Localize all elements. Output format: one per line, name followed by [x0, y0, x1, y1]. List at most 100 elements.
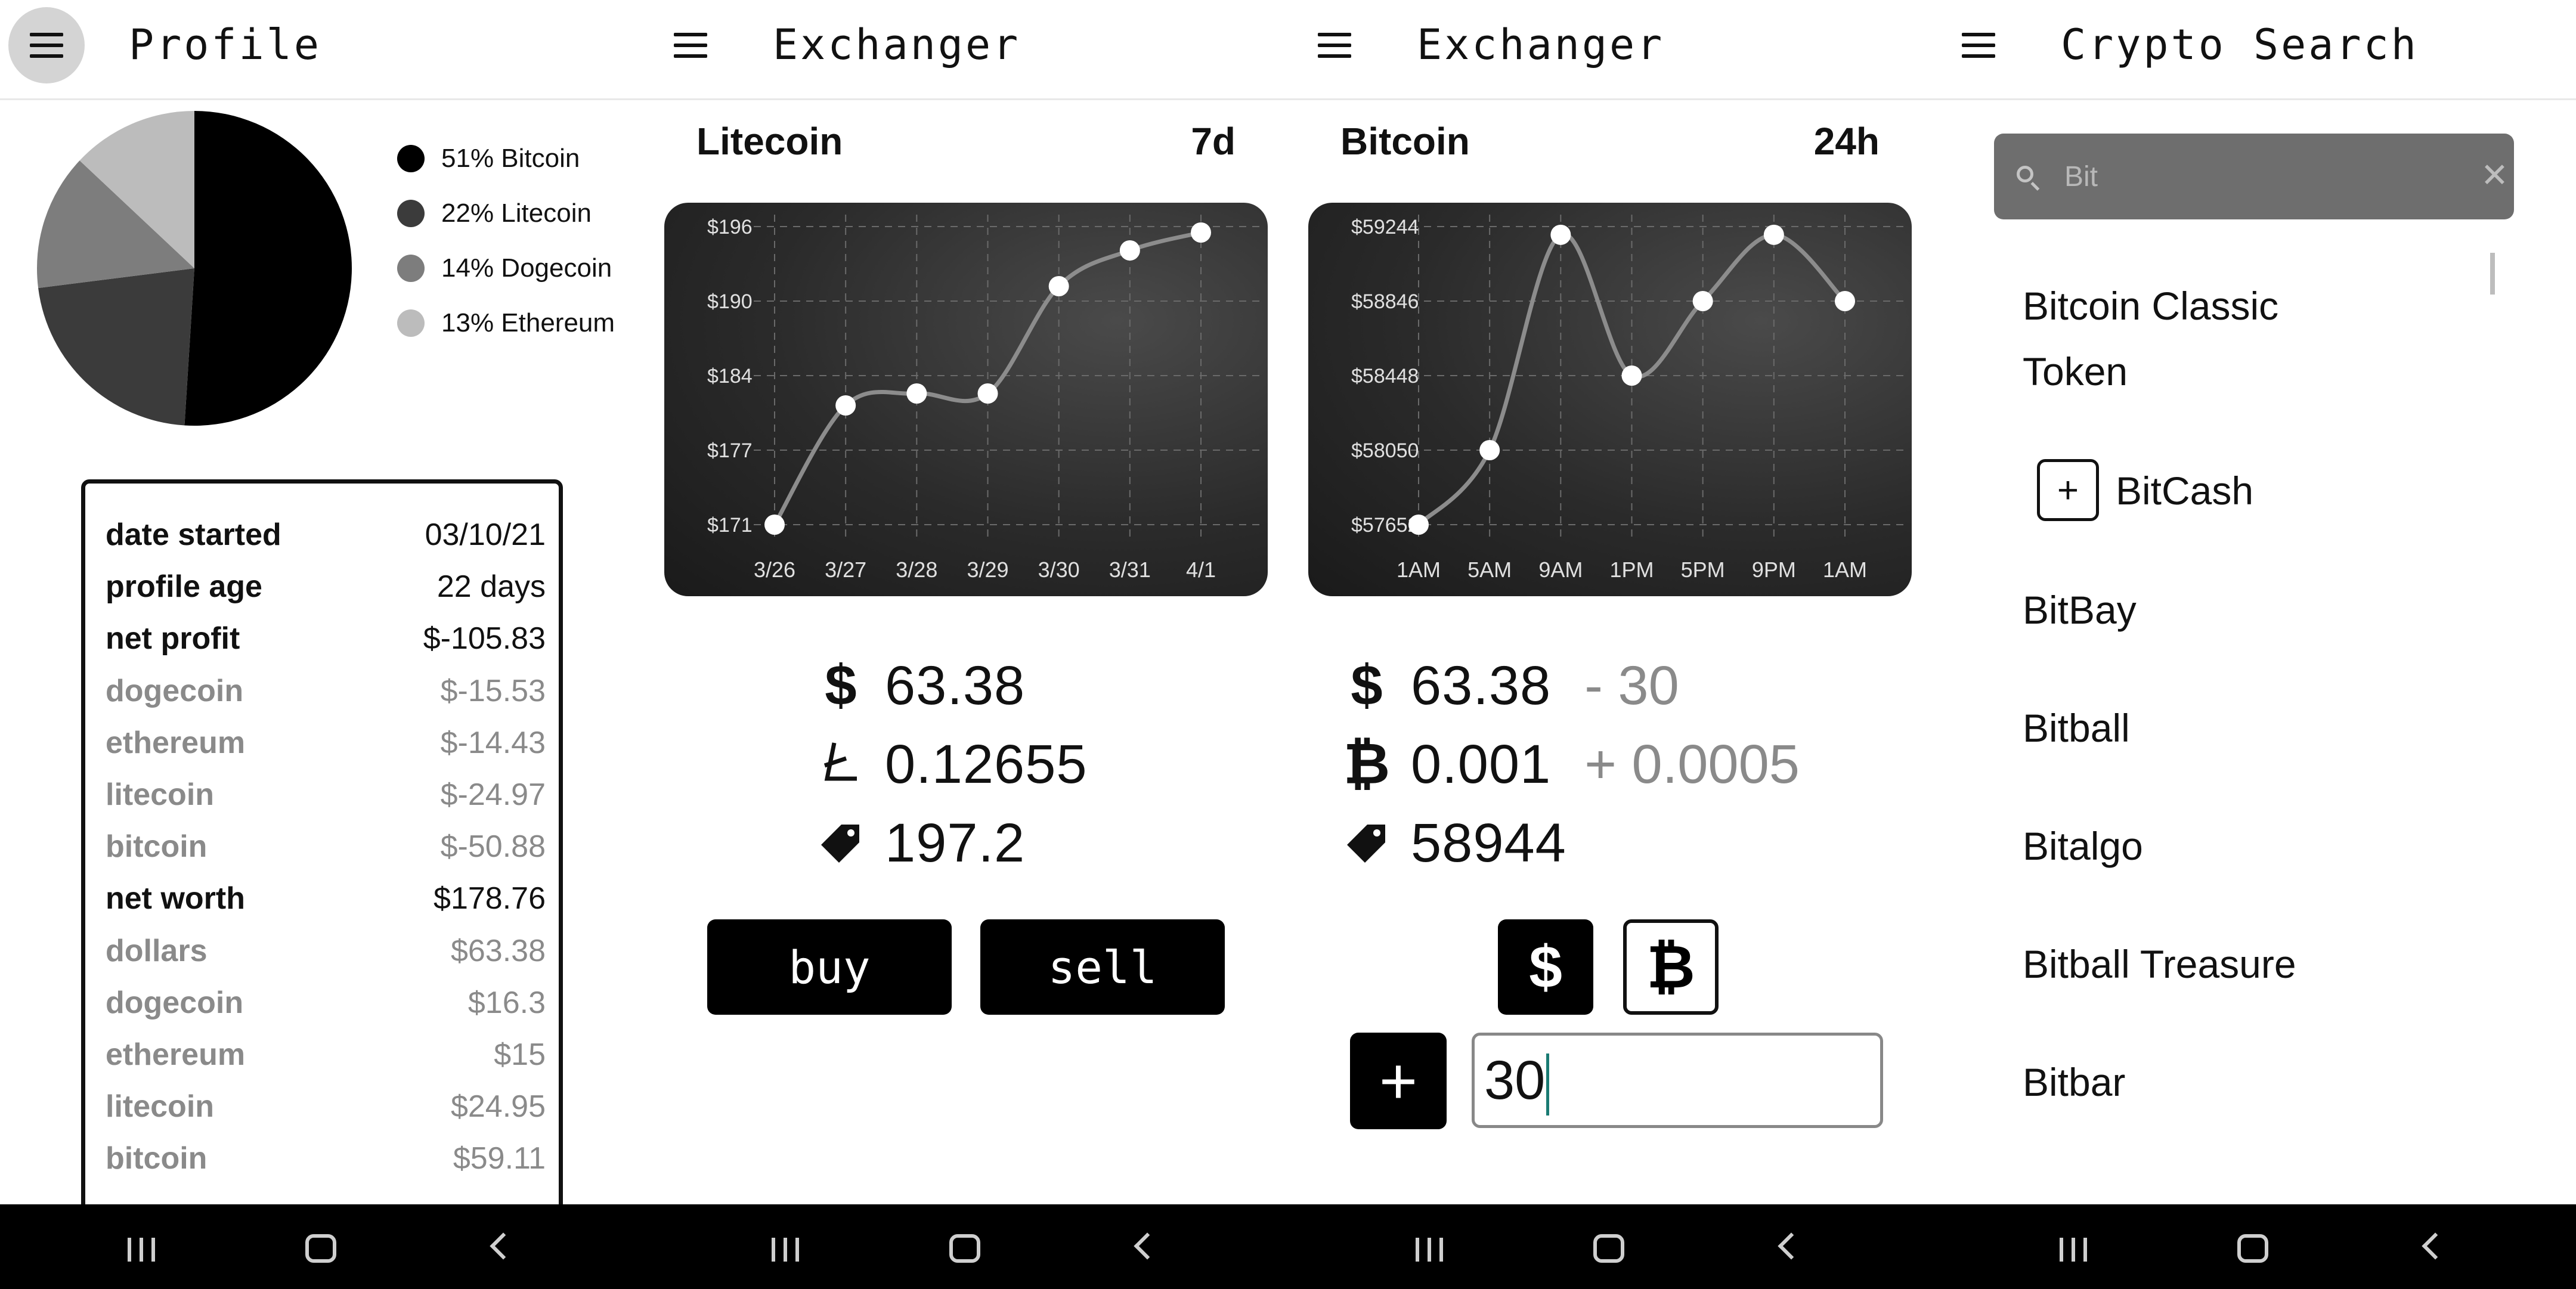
- coin-balance-row: ₿ 0.001 + 0.0005: [1343, 729, 1800, 800]
- x-tick-label: 1PM: [1609, 557, 1654, 582]
- data-point[interactable]: [1191, 222, 1211, 243]
- menu-button[interactable]: [1940, 7, 2017, 83]
- data-point[interactable]: [1119, 240, 1140, 261]
- stat-label: litecoin: [106, 777, 215, 812]
- back-icon[interactable]: [1778, 1232, 1805, 1260]
- add-amount-button[interactable]: +: [1350, 1033, 1447, 1129]
- home-icon[interactable]: [1593, 1234, 1624, 1263]
- x-tick-label: 3/31: [1109, 557, 1151, 582]
- price-row: 197.2: [817, 807, 1025, 879]
- home-icon[interactable]: [305, 1234, 336, 1263]
- recent-apps-icon[interactable]: [2058, 1238, 2088, 1262]
- x-tick-label: 3/28: [896, 557, 937, 582]
- recent-apps-icon[interactable]: [1414, 1238, 1444, 1262]
- usd-toggle-button[interactable]: $: [1498, 919, 1593, 1015]
- menu-button[interactable]: [1296, 7, 1373, 83]
- x-tick-label: 3/26: [754, 557, 795, 582]
- home-icon[interactable]: [2237, 1234, 2268, 1263]
- btc-toggle-button[interactable]: ₿: [1623, 919, 1719, 1015]
- stat-label: dollars: [106, 933, 208, 968]
- back-icon[interactable]: [1134, 1232, 1161, 1260]
- stat-label: dogecoin: [106, 673, 244, 708]
- y-tick-label: $184: [707, 365, 753, 388]
- stat-row: litecoin $24.95: [106, 1083, 546, 1130]
- price-row: 58944: [1343, 807, 1566, 879]
- data-point[interactable]: [1763, 224, 1784, 245]
- pie-slice: [79, 111, 194, 268]
- search-result[interactable]: Bitbar: [2023, 1060, 2126, 1104]
- x-tick-label: 1AM: [1823, 557, 1867, 582]
- x-tick-label: 1AM: [1397, 557, 1441, 582]
- menu-button[interactable]: [652, 7, 729, 83]
- data-point[interactable]: [1621, 365, 1642, 386]
- time-range[interactable]: 24h: [1813, 120, 1880, 163]
- search-bar[interactable]: ✕: [1994, 134, 2514, 219]
- stat-value: $178.76: [434, 881, 546, 916]
- stat-label: profile age: [106, 569, 262, 605]
- data-point[interactable]: [1479, 440, 1500, 460]
- data-point[interactable]: [1048, 276, 1069, 296]
- stat-value: $15: [494, 1037, 546, 1072]
- y-tick-label: $57652: [1351, 514, 1419, 537]
- recent-apps-icon[interactable]: [770, 1238, 800, 1262]
- search-result[interactable]: Bitball Treasure: [2023, 942, 2296, 986]
- recent-apps-icon[interactable]: [126, 1238, 156, 1262]
- legend-item-litecoin: 22% Litecoin: [397, 174, 615, 253]
- coin-name: Bitcoin: [1340, 120, 1470, 163]
- legend-swatch: [397, 255, 425, 282]
- sell-button[interactable]: sell: [980, 919, 1225, 1015]
- search-input[interactable]: [2064, 157, 2446, 196]
- home-icon[interactable]: [949, 1234, 980, 1263]
- dollar-icon: $: [825, 653, 857, 717]
- pie-slice: [38, 268, 194, 426]
- back-icon[interactable]: [490, 1232, 517, 1260]
- y-tick-label: $59244: [1351, 216, 1419, 238]
- y-tick-label: $58448: [1351, 365, 1419, 388]
- y-tick-label: $171: [707, 514, 753, 537]
- hamburger-menu-icon: [674, 33, 707, 58]
- legend-label: 13% Ethereum: [441, 308, 615, 337]
- price-tag-icon: [817, 813, 865, 873]
- y-tick-label: $177: [707, 439, 753, 462]
- data-point[interactable]: [906, 383, 927, 404]
- data-point[interactable]: [977, 383, 998, 404]
- crypto-search-screen: Crypto Search ✕ Bitcoin Classic Token + …: [1932, 0, 2576, 1289]
- search-result[interactable]: BitCash: [2116, 469, 2254, 513]
- search-result[interactable]: Token: [2023, 349, 2128, 393]
- menu-button[interactable]: [8, 7, 85, 83]
- page-title: Profile: [129, 20, 322, 69]
- coin-delta: + 0.0005: [1584, 733, 1800, 795]
- price-chart: $196 $190 $184 $177 $171 3/26 3/27 3/28 3/29 3/30…: [664, 203, 1268, 596]
- time-range[interactable]: 7d: [1191, 120, 1236, 163]
- amount-input[interactable]: 30: [1472, 1033, 1883, 1128]
- legend-item-ethereum: 13% Ethereum: [397, 284, 615, 362]
- scrollbar[interactable]: [2490, 253, 2495, 295]
- coin-price: 197.2: [885, 812, 1026, 873]
- data-point[interactable]: [1550, 224, 1571, 245]
- add-coin-button[interactable]: +: [2037, 459, 2099, 521]
- stat-row: profile age 22 days: [106, 563, 546, 611]
- search-icon: [2017, 166, 2033, 182]
- stat-row: net worth $178.76: [106, 875, 546, 922]
- x-tick-label: 9PM: [1752, 557, 1796, 582]
- back-icon[interactable]: [2422, 1232, 2449, 1260]
- data-point[interactable]: [1408, 515, 1429, 535]
- data-point[interactable]: [1835, 291, 1855, 311]
- stat-value: $-14.43: [440, 725, 546, 760]
- clear-icon[interactable]: ✕: [2481, 156, 2509, 194]
- search-result[interactable]: Bitball: [2023, 706, 2130, 750]
- stat-label: litecoin: [106, 1089, 215, 1124]
- profile-screen: Profile 51% Bitcoin 22% Litecoin 14% Dog…: [0, 0, 644, 1289]
- search-result[interactable]: Bitcoin Classic: [2023, 284, 2279, 328]
- legend-swatch: [397, 309, 425, 337]
- data-point[interactable]: [1692, 291, 1713, 311]
- buy-button[interactable]: buy: [707, 919, 952, 1015]
- data-point[interactable]: [764, 515, 785, 535]
- search-result[interactable]: BitBay: [2023, 588, 2137, 632]
- y-tick-label: $58050: [1351, 439, 1419, 462]
- search-result[interactable]: Bitalgo: [2023, 824, 2143, 868]
- usd-balance: 63.38: [1411, 655, 1552, 716]
- stat-label: ethereum: [106, 1037, 246, 1072]
- data-point[interactable]: [835, 395, 856, 416]
